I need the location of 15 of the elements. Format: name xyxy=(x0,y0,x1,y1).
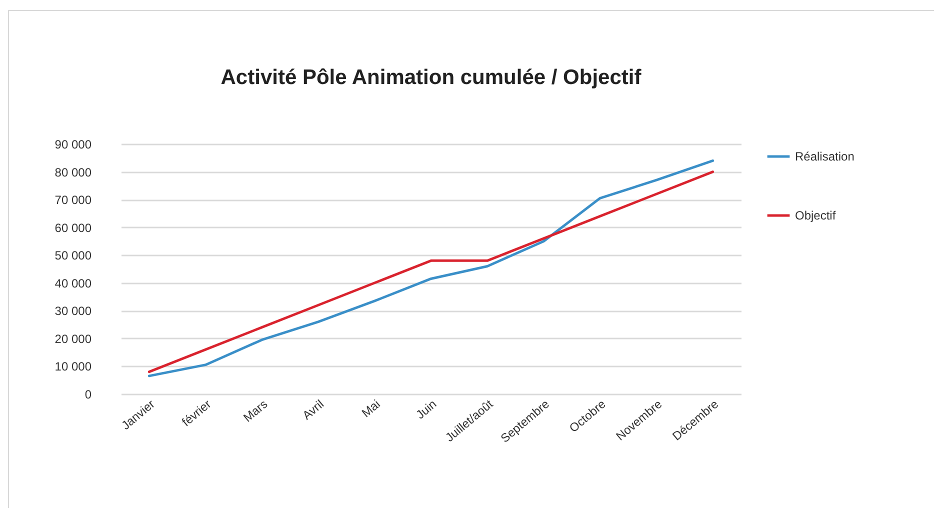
legend-label: Objectif xyxy=(795,208,836,222)
y-tick-label: 70 000 xyxy=(54,193,92,208)
y-tick-label: 60 000 xyxy=(54,220,92,235)
y-tick-label: 90 000 xyxy=(54,138,92,152)
chart-title: Activité Pôle Animation cumulée / Objectif xyxy=(220,66,642,89)
x-tick-label: Mai xyxy=(359,396,383,420)
legend-label: Réalisation xyxy=(795,150,854,164)
x-tick-label: Juin xyxy=(413,396,440,422)
y-tick-label: 50 000 xyxy=(54,248,92,263)
y-tick-label: 10 000 xyxy=(54,360,92,374)
y-tick-label: 30 000 xyxy=(54,304,92,318)
y-tick-label: 80 000 xyxy=(54,165,92,180)
y-tick-label: 20 000 xyxy=(54,332,92,346)
y-tick-label: 0 xyxy=(84,388,92,402)
y-tick-label: 40 000 xyxy=(54,276,92,290)
